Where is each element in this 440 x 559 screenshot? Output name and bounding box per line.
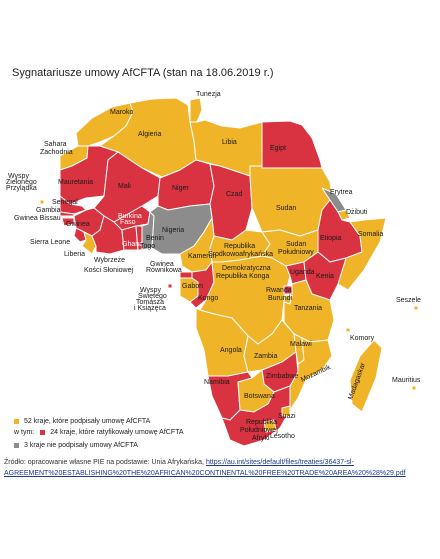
country-mauritius[interactable] — [411, 385, 417, 391]
label-nigeria: Nigeria — [162, 227, 184, 234]
label-tanzania: Tanzania — [294, 305, 322, 312]
label-seszele: Seszele — [396, 297, 421, 304]
source-note: Źródło: opracowanie własne PIE na podsta… — [4, 457, 436, 479]
label-wyspy-st-4: i Książęca — [134, 305, 166, 312]
label-rsa-srodek-1: Republika — [224, 243, 255, 250]
label-gabon: Gabon — [182, 283, 203, 290]
map-title: Sygnatariusze umowy AfCFTA (stan na 18.0… — [12, 67, 274, 79]
label-gwinea-rown-2: Równikowa — [146, 267, 182, 274]
legend-not-signed: 3 kraje nie podpisały umowy AfCFTA — [14, 442, 138, 449]
legend-signed: 52 kraje, które podpisały umowę AfCFTA — [14, 418, 150, 425]
label-mali: Mali — [118, 183, 131, 190]
country-wybrzeze[interactable] — [91, 215, 125, 255]
country-somalia[interactable] — [337, 217, 387, 291]
legend-ratified: w tym: 24 kraje, które ratyfikowały umow… — [14, 429, 184, 436]
source-link[interactable]: https://au.int/sites/default/files/treat… — [4, 459, 406, 477]
label-rpa-1: Republika — [246, 419, 277, 426]
label-sahara-2: Zachodnia — [40, 149, 73, 156]
label-libia: Libia — [222, 139, 237, 146]
label-somalia: Somalia — [358, 231, 383, 238]
country-wyspy-st[interactable] — [167, 283, 173, 289]
label-wybrzeze-2: Kości Słoniowej — [84, 267, 133, 274]
label-liberia: Liberia — [64, 251, 85, 258]
label-etiopia: Etiopia — [320, 235, 342, 242]
country-wyspy-zielonego[interactable] — [39, 199, 45, 205]
label-gambia: Gambia — [36, 207, 61, 214]
label-maroko: Maroko — [110, 109, 133, 116]
label-sierra-leone: Sierra Leone — [30, 239, 70, 246]
label-zimbabwe: Zimbabwe — [266, 373, 298, 380]
label-erytrea: Erytrea — [330, 189, 353, 196]
label-tunezja: Tunezja — [196, 91, 221, 98]
country-komory[interactable] — [345, 327, 351, 333]
label-kongo: Kongo — [198, 295, 218, 302]
label-lesotho: Lesotho — [270, 433, 295, 440]
label-drk-1: Demokratyczna — [222, 265, 271, 272]
label-rsa-srodek-2: Środkowoafrykańska — [208, 249, 273, 258]
legend-signed-swatch — [14, 419, 19, 424]
country-mozambik[interactable] — [283, 337, 333, 411]
label-rpa-3: Afryki — [252, 435, 270, 442]
label-sahara-1: Sahara — [44, 141, 67, 148]
label-mauretania: Mauretania — [58, 179, 93, 186]
label-malawi: Malawi — [290, 341, 312, 348]
label-komory: Komory — [350, 335, 375, 342]
legend-signed-text: 52 kraje, które podpisały umowę AfCFTA — [24, 418, 151, 425]
label-wyspy-zielonego-3: Przylądka — [6, 185, 37, 192]
country-madagaskar[interactable] — [349, 339, 383, 413]
label-gwinea-rown-1: Gwinea — [150, 261, 174, 268]
label-egipt: Egipt — [270, 145, 286, 152]
legend-ratified-swatch — [40, 430, 46, 435]
legend-in-that: w tym: — [14, 429, 35, 436]
label-angola: Angola — [220, 347, 242, 354]
label-sudan: Sudan — [276, 205, 296, 212]
label-wyspy-st-3: Tomasza — [136, 299, 164, 306]
label-togo: Togo — [140, 243, 155, 250]
label-senegal: Senegal — [52, 199, 78, 206]
label-wybrzeze-1: Wybrzeże — [94, 257, 125, 264]
label-czad: Czad — [226, 191, 242, 198]
label-burundi: Burundi — [268, 295, 293, 302]
label-suazi: Suazi — [278, 413, 296, 420]
legend-not-signed-text: 3 kraje nie podpisały umowy AfCFTA — [24, 442, 138, 449]
label-sudan-pld-1: Sudan — [286, 241, 306, 248]
country-lesotho[interactable] — [263, 419, 277, 433]
country-sierra-leone[interactable] — [73, 227, 87, 243]
country-czad[interactable] — [209, 163, 253, 241]
label-namibia: Namibia — [204, 379, 230, 386]
label-dzibuti: Dżibuti — [346, 209, 368, 216]
country-suazi[interactable] — [281, 405, 291, 417]
country-seszele[interactable] — [413, 305, 419, 311]
label-wyspy-zielonego-2: Zielonego — [6, 179, 37, 186]
label-drk-2: Republika Konga — [216, 273, 269, 280]
label-benin: Benin — [146, 235, 164, 242]
legend-ratified-text: 24 kraje, które ratyfikowały umowę AfCFT… — [50, 429, 184, 436]
legend-not-signed-swatch — [14, 443, 19, 448]
label-kamerun: Kamerun — [188, 253, 217, 260]
label-wyspy-st-1: Wyspy — [140, 287, 161, 294]
label-algieria: Algieria — [138, 131, 161, 138]
label-burkina-1: Burkina — [118, 213, 142, 220]
country-gwinea-bissau[interactable] — [61, 217, 75, 227]
country-gwinea-rown[interactable] — [179, 271, 193, 279]
label-botswana: Botswana — [244, 393, 275, 400]
label-niger: Niger — [172, 185, 189, 192]
label-gwinea: Gwinea — [66, 221, 90, 228]
label-mauritius: Mauritius — [392, 377, 421, 384]
label-burkina-2: Faso — [120, 219, 136, 226]
label-sudan-pld-2: Południowy — [278, 249, 314, 256]
country-tunezja[interactable] — [189, 97, 203, 123]
label-wyspy-st-2: Świętego — [138, 291, 167, 300]
label-wyspy-zielonego-1: Wyspy — [8, 173, 29, 180]
label-kenia: Kenia — [316, 273, 334, 280]
label-zambia: Zambia — [254, 353, 277, 360]
label-uganda: Uganda — [290, 269, 315, 276]
label-gwinea-bissau: Gwinea Bissau — [14, 215, 61, 222]
label-rwanda: Rwanda — [266, 287, 292, 294]
source-prefix: Źródło: opracowanie własne PIE na podsta… — [4, 459, 206, 466]
label-ghana: Ghana — [122, 241, 143, 248]
label-rpa-2: Południowej — [240, 427, 278, 434]
